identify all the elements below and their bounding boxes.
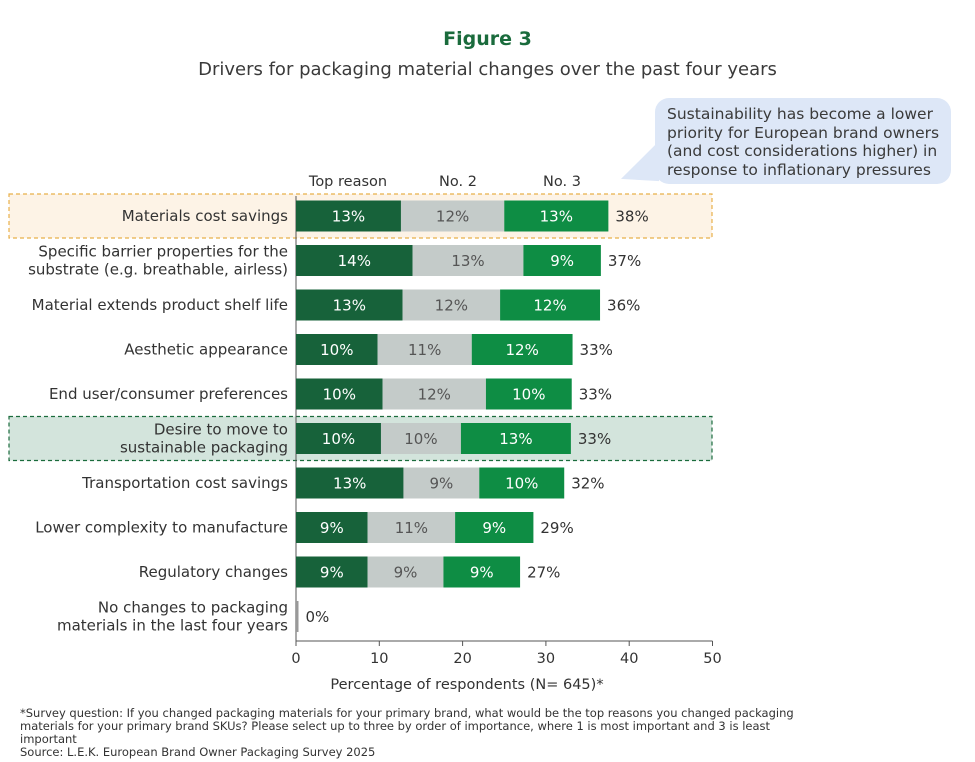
x-axis-title: Percentage of respondents (N= 645)* bbox=[330, 677, 603, 693]
bar-segment-no-2 bbox=[402, 289, 501, 321]
bar-total-label: 33% bbox=[580, 341, 613, 359]
bar-segment-no-2 bbox=[367, 512, 456, 543]
category-label: No changes to packaging bbox=[98, 599, 288, 617]
category-label: Desire to move to bbox=[154, 421, 288, 439]
x-tick-label: 50 bbox=[703, 651, 721, 667]
segment-value-label: 10% bbox=[320, 341, 353, 359]
category-label: Regulatory changes bbox=[139, 563, 288, 581]
bar-segment-no-3 bbox=[471, 334, 573, 365]
segment-value-label: 10% bbox=[512, 386, 545, 404]
category-label: Lower complexity to manufacture bbox=[35, 519, 288, 537]
bar-segment-no-3 bbox=[485, 378, 572, 410]
bar-segment-top-reason bbox=[296, 334, 378, 365]
segment-value-label: 9% bbox=[470, 564, 494, 582]
segment-value-label: 13% bbox=[451, 252, 484, 270]
bar-segment-top-reason bbox=[296, 289, 403, 321]
legend-label-3: No. 3 bbox=[543, 174, 581, 190]
segment-value-label: 13% bbox=[499, 430, 532, 448]
bar-segment-no-3 bbox=[455, 512, 534, 543]
segment-value-label: 9% bbox=[429, 475, 453, 493]
segment-value-label: 12% bbox=[436, 208, 469, 226]
bar-segment-top-reason bbox=[296, 512, 368, 543]
bar-total-label: 32% bbox=[571, 475, 604, 493]
bar-total-label: 27% bbox=[527, 564, 560, 582]
bar-segment-no-2 bbox=[403, 467, 480, 499]
bar-segment-no-2 bbox=[380, 423, 461, 454]
category-label: End user/consumer preferences bbox=[49, 385, 288, 403]
x-tick-label: 40 bbox=[620, 651, 638, 667]
category-label: Specific barrier properties for the bbox=[38, 243, 288, 261]
segment-value-label: 10% bbox=[404, 430, 437, 448]
segment-value-label: 12% bbox=[505, 341, 538, 359]
bar-segment-no-3 bbox=[500, 289, 601, 321]
segment-value-label: 9% bbox=[320, 564, 344, 582]
bar-segment-no-3 bbox=[460, 423, 571, 454]
segment-value-label: 11% bbox=[395, 519, 428, 537]
segment-value-label: 10% bbox=[505, 475, 538, 493]
segment-value-label: 9% bbox=[320, 519, 344, 537]
bar-segment-no-3 bbox=[523, 245, 601, 276]
chart-title: Drivers for packaging material changes o… bbox=[198, 59, 777, 80]
bar-total-label: 0% bbox=[305, 608, 329, 626]
bar-total-label: 36% bbox=[607, 297, 640, 315]
figure-label: Figure 3 bbox=[443, 28, 532, 50]
segment-value-label: 11% bbox=[408, 341, 441, 359]
category-label: materials in the last four years bbox=[57, 617, 288, 635]
bar-segment-top-reason bbox=[296, 601, 299, 632]
bar-segment-no-3 bbox=[504, 200, 609, 232]
bar-segment-top-reason bbox=[296, 200, 401, 232]
segment-value-label: 9% bbox=[550, 252, 574, 270]
bar-total-label: 29% bbox=[540, 519, 573, 537]
segment-value-label: 13% bbox=[333, 475, 366, 493]
bar-segment-top-reason bbox=[296, 467, 404, 499]
segment-value-label: 10% bbox=[322, 430, 355, 448]
bar-total-label: 38% bbox=[615, 208, 648, 226]
bar-segment-top-reason bbox=[296, 245, 413, 276]
legend-label-2: No. 2 bbox=[439, 174, 477, 190]
category-label: Material extends product shelf life bbox=[32, 296, 288, 314]
bar-segment-no-2 bbox=[382, 378, 486, 410]
x-tick-label: 0 bbox=[291, 651, 300, 667]
x-tick-label: 20 bbox=[453, 651, 471, 667]
bar-segment-no-2 bbox=[412, 245, 524, 276]
bar-total-label: 33% bbox=[578, 430, 611, 448]
segment-value-label: 14% bbox=[338, 252, 371, 270]
bar-segment-no-2 bbox=[400, 200, 505, 232]
segment-value-label: 12% bbox=[418, 386, 451, 404]
bar-segment-no-3 bbox=[479, 467, 565, 499]
footnote-block: *Survey question: If you changed packagi… bbox=[20, 707, 810, 759]
category-label: Transportation cost savings bbox=[81, 474, 288, 492]
segment-value-label: 13% bbox=[333, 297, 366, 315]
bar-segment-top-reason bbox=[296, 556, 368, 588]
segment-value-label: 9% bbox=[394, 564, 418, 582]
category-label: Aesthetic appearance bbox=[124, 341, 288, 359]
source-note: Source: L.E.K. European Brand Owner Pack… bbox=[20, 745, 376, 759]
category-label: sustainable packaging bbox=[120, 439, 288, 457]
bar-segment-no-2 bbox=[377, 334, 472, 365]
legend-label-1: Top reason bbox=[308, 174, 387, 190]
stacked-bar-chart: Top reason No. 2 No. 3 0 10 20 30 40 50 Percentag… bbox=[8, 174, 722, 693]
bar-segment-top-reason bbox=[296, 378, 383, 410]
callout-bubble: Sustainability has become a lower priori… bbox=[655, 98, 951, 184]
segment-value-label: 12% bbox=[435, 297, 468, 315]
segment-value-label: 10% bbox=[323, 386, 356, 404]
bar-total-label: 33% bbox=[579, 386, 612, 404]
segment-value-label: 9% bbox=[482, 519, 506, 537]
bar-total-label: 37% bbox=[608, 252, 641, 270]
x-tick-label: 30 bbox=[537, 651, 555, 667]
category-label: substrate (e.g. breathable, airless) bbox=[28, 261, 288, 279]
segment-value-label: 12% bbox=[533, 297, 566, 315]
bar-segment-no-3 bbox=[443, 556, 521, 588]
category-label: Materials cost savings bbox=[122, 207, 288, 225]
x-tick-label: 10 bbox=[370, 651, 388, 667]
survey-question-note: *Survey question: If you changed packagi… bbox=[20, 706, 794, 746]
bar-segment-top-reason bbox=[296, 423, 381, 454]
bar-segment-no-2 bbox=[367, 556, 444, 588]
segment-value-label: 13% bbox=[540, 208, 573, 226]
segment-value-label: 13% bbox=[332, 208, 365, 226]
